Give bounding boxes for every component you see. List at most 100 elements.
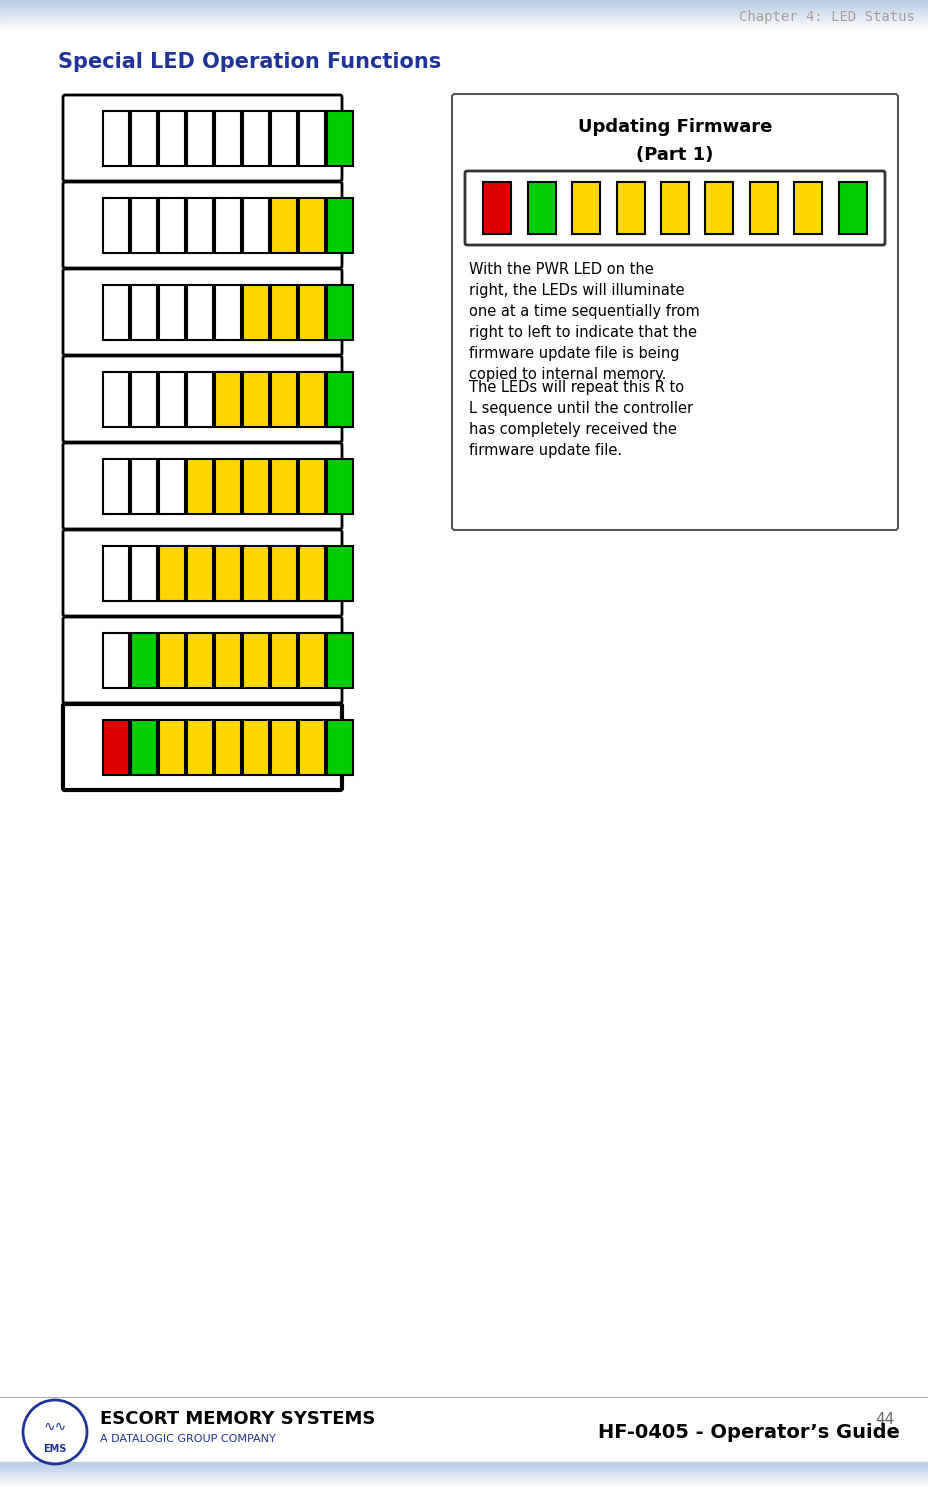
Bar: [103, 372, 129, 427]
Text: With the PWR LED on the
right, the LEDs will illuminate
one at a time sequential: With the PWR LED on the right, the LEDs …: [469, 262, 699, 382]
Bar: [327, 110, 353, 165]
Bar: [327, 720, 353, 775]
Text: ESCORT MEMORY SYSTEMS: ESCORT MEMORY SYSTEMS: [100, 1410, 375, 1428]
Bar: [271, 110, 297, 165]
Text: HF-0405 - Operator’s Guide: HF-0405 - Operator’s Guide: [598, 1423, 899, 1441]
Bar: [271, 720, 297, 775]
Bar: [131, 458, 157, 513]
Text: ∿∿: ∿∿: [44, 1420, 67, 1433]
Bar: [271, 458, 297, 513]
Bar: [838, 181, 866, 233]
Bar: [243, 546, 269, 601]
Bar: [214, 632, 240, 687]
FancyBboxPatch shape: [63, 269, 342, 355]
Bar: [299, 720, 325, 775]
Bar: [187, 110, 213, 165]
Bar: [271, 284, 297, 339]
Bar: [243, 110, 269, 165]
FancyBboxPatch shape: [63, 95, 342, 181]
Bar: [661, 181, 689, 233]
Bar: [299, 110, 325, 165]
Bar: [159, 372, 185, 427]
Bar: [299, 546, 325, 601]
Bar: [214, 198, 240, 253]
Bar: [214, 458, 240, 513]
Bar: [103, 720, 129, 775]
Bar: [299, 198, 325, 253]
FancyBboxPatch shape: [63, 703, 342, 790]
Bar: [187, 546, 213, 601]
Bar: [749, 181, 777, 233]
Bar: [187, 458, 213, 513]
Bar: [187, 720, 213, 775]
Text: Updating Firmware: Updating Firmware: [577, 117, 771, 135]
Bar: [243, 720, 269, 775]
Bar: [159, 198, 185, 253]
Bar: [572, 181, 599, 233]
Text: Special LED Operation Functions: Special LED Operation Functions: [58, 52, 441, 71]
Bar: [214, 372, 240, 427]
FancyBboxPatch shape: [465, 171, 884, 245]
Bar: [243, 458, 269, 513]
Bar: [327, 458, 353, 513]
Bar: [131, 110, 157, 165]
Bar: [103, 458, 129, 513]
Bar: [159, 284, 185, 339]
Bar: [214, 284, 240, 339]
Bar: [159, 546, 185, 601]
Bar: [131, 546, 157, 601]
Bar: [214, 546, 240, 601]
Bar: [103, 198, 129, 253]
Bar: [103, 632, 129, 687]
FancyBboxPatch shape: [63, 443, 342, 529]
Bar: [131, 372, 157, 427]
Text: A DATALOGIC GROUP COMPANY: A DATALOGIC GROUP COMPANY: [100, 1433, 276, 1444]
FancyBboxPatch shape: [452, 94, 897, 529]
Bar: [243, 198, 269, 253]
Bar: [243, 372, 269, 427]
Bar: [299, 284, 325, 339]
Bar: [243, 632, 269, 687]
Bar: [103, 546, 129, 601]
Bar: [159, 632, 185, 687]
Bar: [271, 546, 297, 601]
Bar: [704, 181, 732, 233]
Bar: [131, 632, 157, 687]
Bar: [187, 632, 213, 687]
Bar: [271, 198, 297, 253]
Bar: [159, 458, 185, 513]
Bar: [527, 181, 555, 233]
Text: EMS: EMS: [44, 1444, 67, 1454]
Bar: [271, 372, 297, 427]
Bar: [159, 110, 185, 165]
FancyBboxPatch shape: [63, 355, 342, 442]
Bar: [131, 284, 157, 339]
Bar: [103, 110, 129, 165]
FancyBboxPatch shape: [63, 617, 342, 703]
FancyBboxPatch shape: [63, 181, 342, 268]
Text: 44: 44: [875, 1411, 894, 1426]
Bar: [327, 284, 353, 339]
Bar: [187, 372, 213, 427]
Bar: [243, 284, 269, 339]
Bar: [131, 720, 157, 775]
Bar: [187, 198, 213, 253]
Bar: [327, 546, 353, 601]
Bar: [793, 181, 821, 233]
Bar: [483, 181, 510, 233]
Bar: [103, 284, 129, 339]
Bar: [327, 632, 353, 687]
FancyBboxPatch shape: [63, 529, 342, 616]
Bar: [299, 632, 325, 687]
Text: The LEDs will repeat this R to
L sequence until the controller
has completely re: The LEDs will repeat this R to L sequenc…: [469, 381, 692, 458]
Text: (Part 1): (Part 1): [636, 146, 713, 164]
Text: Chapter 4: LED Status: Chapter 4: LED Status: [739, 10, 914, 24]
Bar: [327, 372, 353, 427]
Bar: [214, 110, 240, 165]
Bar: [327, 198, 353, 253]
Bar: [131, 198, 157, 253]
Bar: [616, 181, 644, 233]
Bar: [187, 284, 213, 339]
Bar: [271, 632, 297, 687]
Bar: [299, 372, 325, 427]
